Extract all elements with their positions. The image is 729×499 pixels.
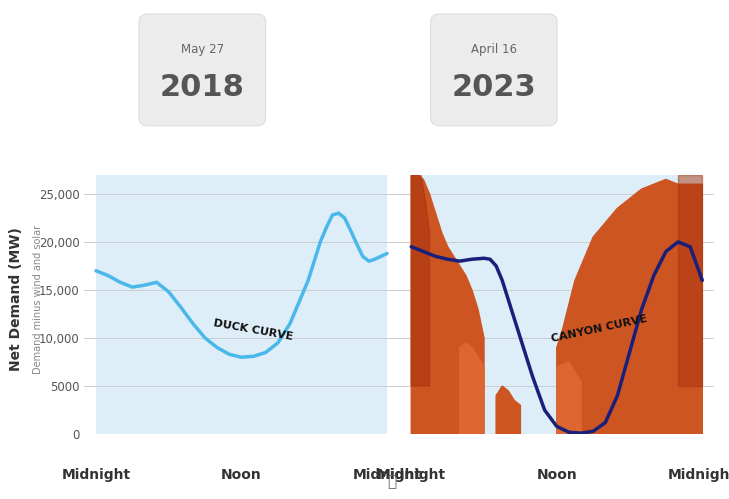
Text: Noon: Noon <box>537 468 577 482</box>
Polygon shape <box>411 175 484 434</box>
Bar <box>96 175 387 434</box>
Text: Midnight: Midnight <box>377 468 446 482</box>
Text: Midnight: Midnight <box>61 468 130 482</box>
Text: Midnight: Midnight <box>668 468 729 482</box>
Text: Net Demand (MW): Net Demand (MW) <box>9 228 23 371</box>
Polygon shape <box>557 180 702 434</box>
Bar <box>411 175 702 434</box>
FancyBboxPatch shape <box>139 14 265 126</box>
Polygon shape <box>496 386 521 434</box>
Polygon shape <box>557 362 581 434</box>
Text: 2023: 2023 <box>451 73 537 102</box>
Text: Demand minus wind and solar: Demand minus wind and solar <box>33 225 43 374</box>
Text: DUCK CURVE: DUCK CURVE <box>213 318 295 342</box>
Polygon shape <box>678 175 702 386</box>
Text: 2018: 2018 <box>160 73 245 102</box>
Text: Noon: Noon <box>221 468 262 482</box>
Polygon shape <box>460 343 484 434</box>
Text: Midnight: Midnight <box>352 468 421 482</box>
FancyBboxPatch shape <box>431 14 557 126</box>
Polygon shape <box>411 175 429 386</box>
Text: May 27: May 27 <box>181 43 224 56</box>
Text: CANYON CURVE: CANYON CURVE <box>550 313 648 343</box>
Text: April 16: April 16 <box>471 43 517 56</box>
Text: ⏱: ⏱ <box>388 474 397 489</box>
